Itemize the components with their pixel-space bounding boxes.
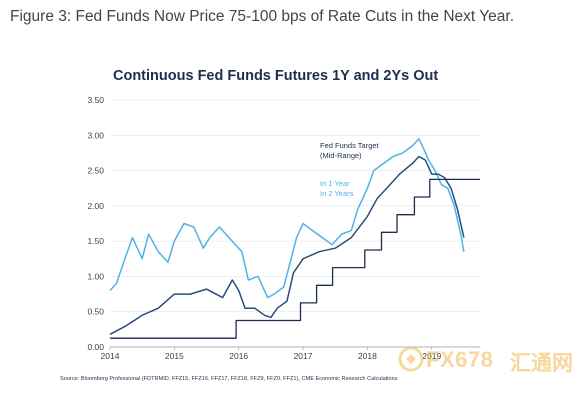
source-note: Source: Bloomberg Professional (FDTRMID,… [60,376,398,382]
x-tick-label: 2016 [229,351,248,361]
fx678-logo-icon [398,346,424,372]
x-tick-label: 2019 [422,351,441,361]
series-line-in-1-year [109,155,465,335]
x-tick-labels: 2014 2015 2016 2017 2018 2019 [101,351,442,361]
series-line-fed-funds-target [110,178,480,339]
y-tick-label: 1.50 [87,236,104,246]
gridlines [109,99,480,350]
x-tick-label: 2014 [101,351,120,361]
legend-target-sublabel: (Mid-Range) [320,151,362,160]
y-tick-labels: 0.00 0.50 1.00 1.50 2.00 2.50 3.00 3.50 [87,95,104,352]
y-tick-label: 3.00 [87,130,104,140]
x-tick-label: 2018 [358,351,377,361]
y-tick-label: 0.50 [87,307,104,317]
legend-one-year-label: In 1 Year [320,179,350,188]
y-tick-label: 2.00 [87,201,104,211]
legend: Fed Funds Target (Mid-Range) In 1 Year I… [320,141,380,198]
watermark: FX678 汇通网 [398,344,578,376]
watermark-cn-text: 汇通网 [510,351,573,375]
y-tick-label: 3.50 [87,95,104,105]
figure-caption: Figure 3: Fed Funds Now Price 75-100 bps… [10,8,515,25]
series-lines [109,138,480,339]
legend-target-label: Fed Funds Target [320,141,380,150]
x-tick-label: 2015 [165,351,184,361]
x-tick-label: 2017 [294,351,313,361]
watermark-text: FX678 [426,347,494,372]
y-tick-label: 0.00 [87,342,104,352]
legend-two-year-label: In 2 Years [320,189,354,198]
series-line-in-2-years [109,138,465,299]
y-tick-label: 1.00 [87,271,104,281]
chart-title: Continuous Fed Funds Futures 1Y and 2Ys … [113,68,438,84]
y-tick-label: 2.50 [87,166,104,176]
